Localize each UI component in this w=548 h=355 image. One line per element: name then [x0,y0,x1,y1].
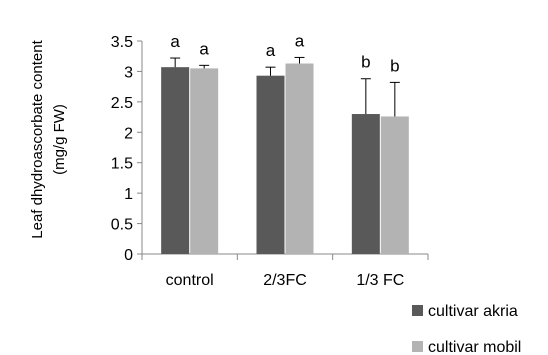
significance-label: a [266,41,276,60]
bar [351,114,380,255]
bars [161,63,409,255]
y-tick-label: 2.5 [111,95,133,112]
bar [380,116,409,254]
significance-label: a [199,39,209,58]
significance-labels: a a aab b [170,31,399,75]
y-tick-label: 3.5 [111,34,133,51]
bar [285,63,314,254]
y-tick-label: 0 [124,247,133,264]
legend: cultivar akria cultivar mobil [412,303,521,355]
x-category-label: 2/3FC [263,272,307,289]
significance-label: a [170,32,180,51]
y-tick-label: 3 [124,64,133,81]
legend-label: cultivar mobil [428,339,521,355]
y-tick-label: 0.5 [111,217,133,234]
y-tick-label: 1.5 [111,156,133,173]
significance-label: b [390,56,399,75]
axes [141,41,429,260]
bar [256,75,285,254]
legend-swatch [412,341,423,352]
legend-label: cultivar akria [428,303,518,320]
significance-label: b [361,53,370,72]
bar [161,67,190,254]
y-tick-label: 2 [124,125,133,142]
y-axis-label-line: (mg/g FW) [51,104,68,175]
legend-swatch [412,305,423,316]
x-category-label: 1/3 FC [356,272,404,289]
x-axis-categories: control 2/3FC 1/3 FC [166,272,405,289]
y-axis-label: Leaf dhydroascorbate content (mg/g FW) [29,39,68,238]
significance-label: a [295,31,305,50]
bar [190,68,219,254]
x-category-label: control [166,272,214,289]
y-axis-ticks: 0 0.5 1 1.5 2 2.5 3 3.5 [111,34,142,264]
y-tick-label: 1 [124,186,133,203]
y-axis-label-line: Leaf dhydroascorbate content [29,39,46,238]
error-bars [170,56,400,117]
